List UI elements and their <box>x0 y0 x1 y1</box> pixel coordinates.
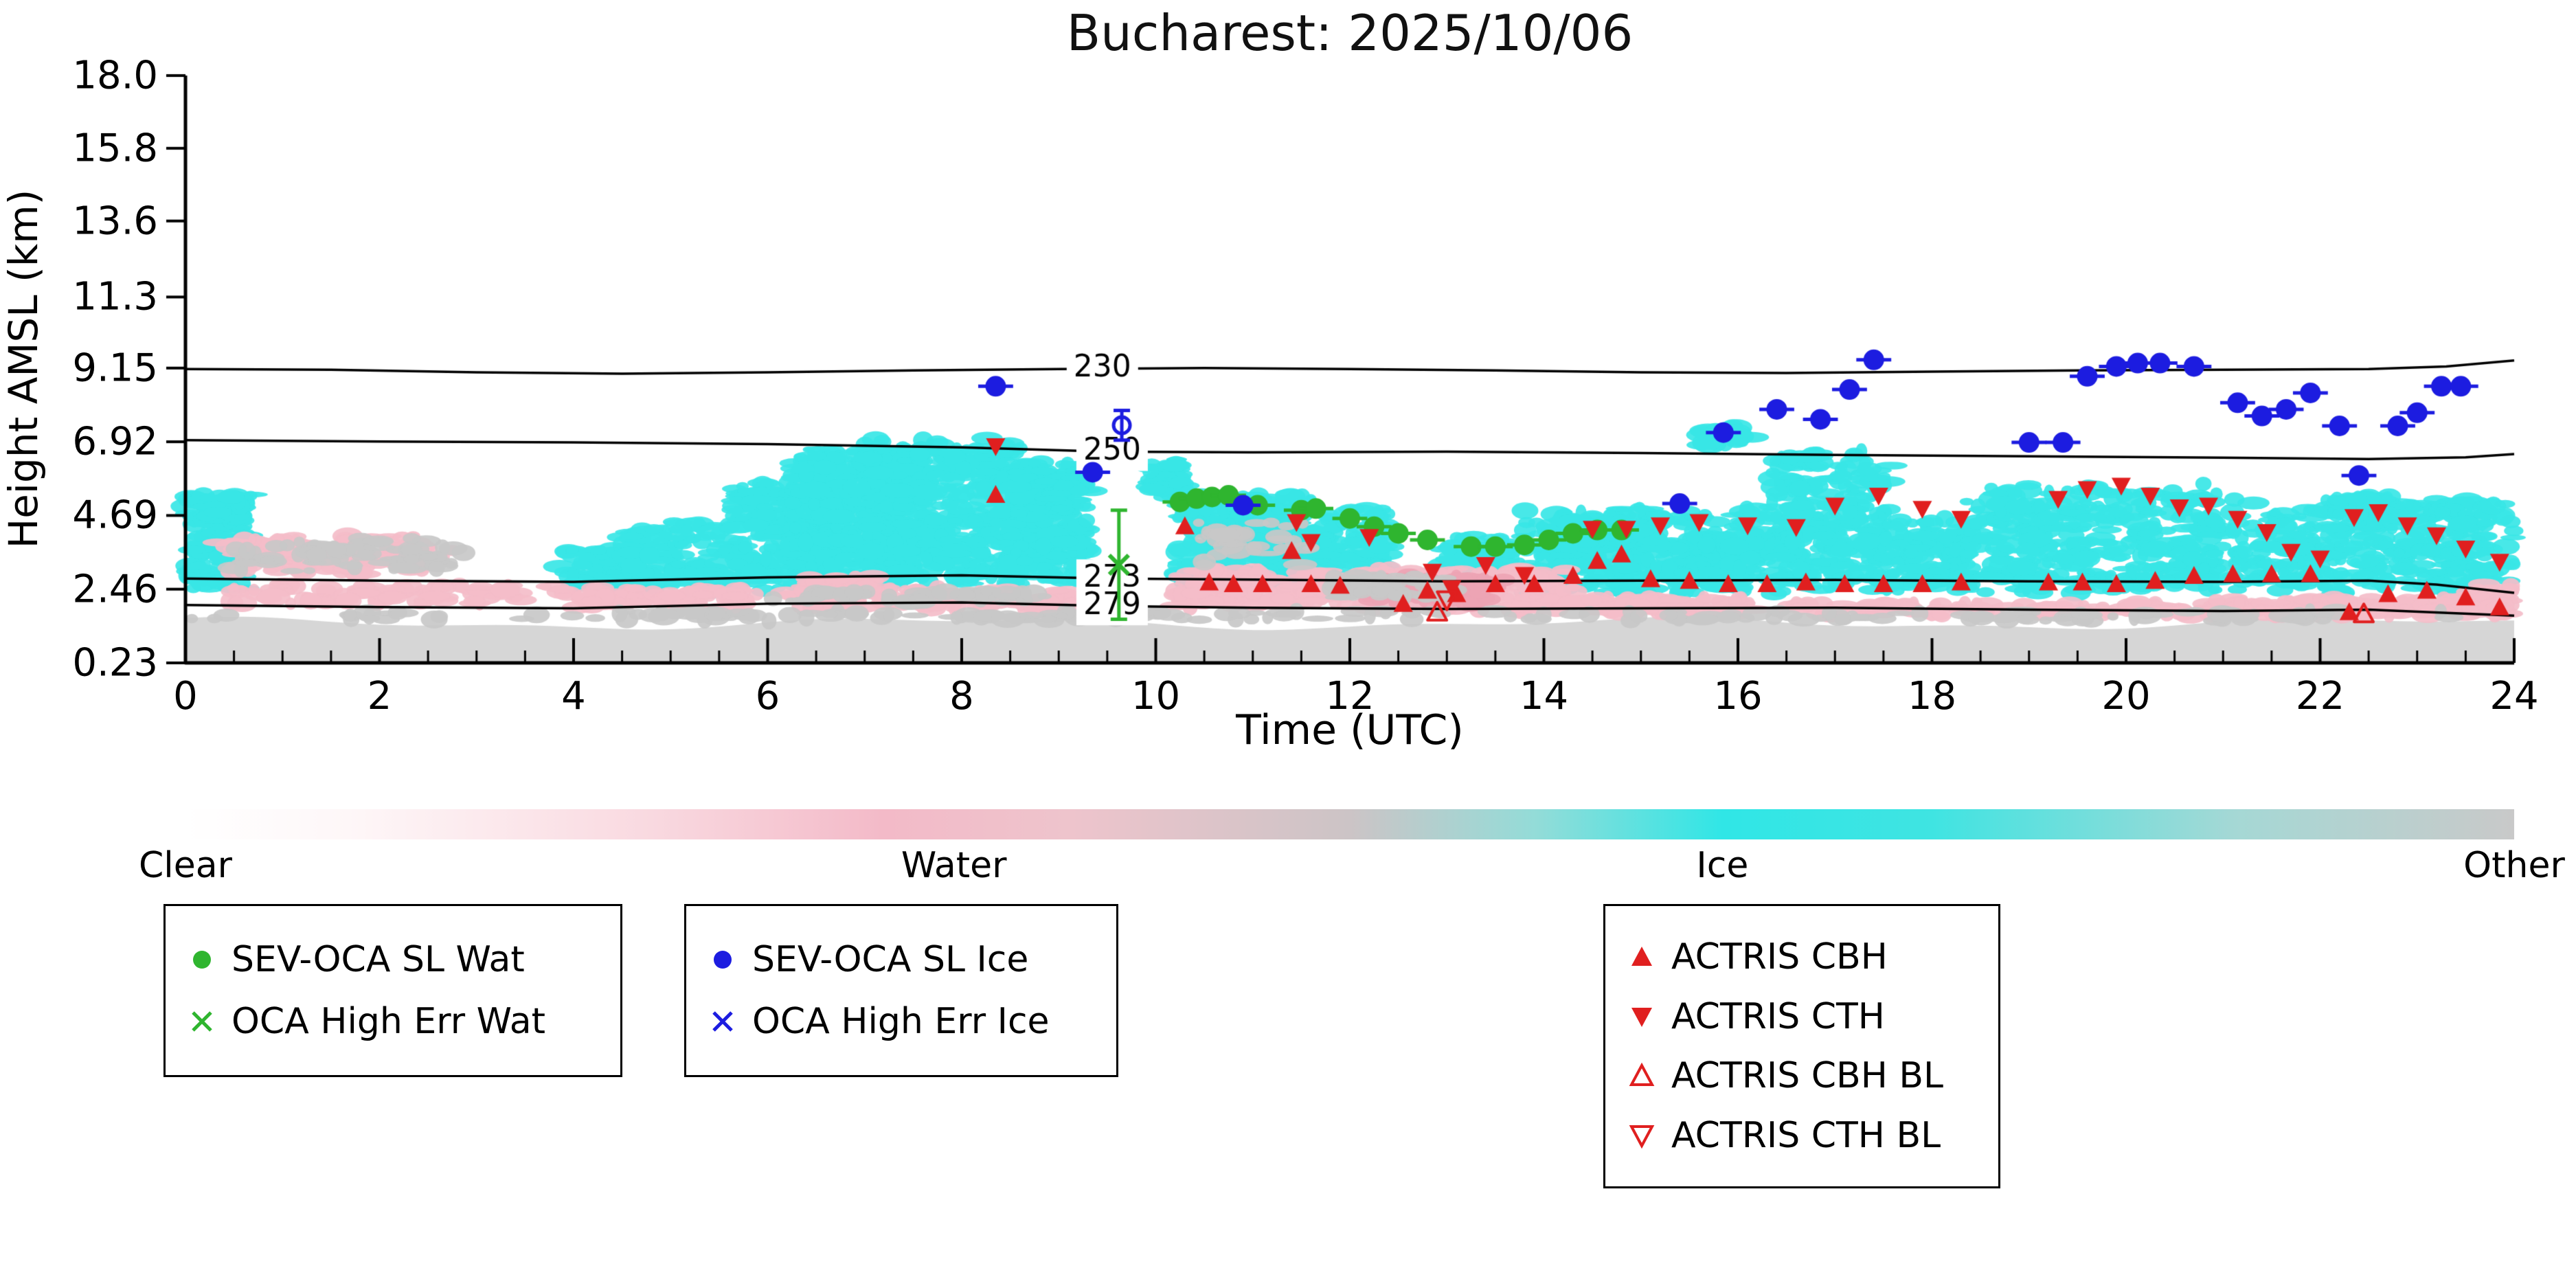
triangle-up-filled-icon <box>1626 941 1658 973</box>
y-axis-label: Height AMSL (km) <box>0 189 47 549</box>
x-tick-label: 4 <box>561 674 586 719</box>
legend-entry-label: ACTRIS CBH <box>1671 936 1888 978</box>
triangle-up-open-icon <box>1626 1060 1658 1092</box>
y-tick-label: 9.15 <box>72 346 158 391</box>
x-tick-label: 10 <box>1131 674 1181 719</box>
colorbar-label-water: Water <box>901 845 1007 886</box>
x-tick-label: 14 <box>1519 674 1569 719</box>
x-tick-label: 18 <box>1907 674 1957 719</box>
legend-box-satellite-water: SEV-OCA SL Wat OCA High Err Wat <box>163 904 622 1077</box>
x-tick-label: 2 <box>367 674 392 719</box>
colorbar-labels: Clear Water Ice Other <box>139 845 2565 886</box>
legend-entry-actris-cth-bl: ACTRIS CTH BL <box>1626 1115 1978 1156</box>
circle-filled-icon <box>186 944 218 975</box>
legend-entry-label: ACTRIS CBH BL <box>1671 1055 1943 1097</box>
y-tick-label: 6.92 <box>72 419 158 464</box>
legend-entry-oca-high-err-ice: OCA High Err Ice <box>707 1001 1096 1042</box>
x-tick-label: 22 <box>2295 674 2345 719</box>
legend-entry-label: ACTRIS CTH BL <box>1671 1114 1941 1156</box>
x-tick-label: 0 <box>173 674 198 719</box>
colorbar-label-clear: Clear <box>139 845 232 886</box>
legend-entry-sev-oca-sl-wat: SEV-OCA SL Wat <box>186 939 600 980</box>
legend-entry-label: SEV-OCA SL Wat <box>231 939 525 980</box>
legend-box-satellite-ice: SEV-OCA SL Ice OCA High Err Ice <box>684 904 1118 1077</box>
y-tick-label: 4.69 <box>72 493 158 538</box>
x-icon <box>707 1006 738 1037</box>
legend-entry-actris-cbh-bl: ACTRIS CBH BL <box>1626 1055 1978 1096</box>
classification-colorbar <box>185 809 2514 839</box>
legend-entry-actris-cbh: ACTRIS CBH <box>1626 936 1978 978</box>
x-icon <box>186 1006 218 1037</box>
legend-entry-oca-high-err-wat: OCA High Err Wat <box>186 1001 600 1042</box>
y-tick-label: 18.0 <box>72 53 158 98</box>
x-tick-label: 12 <box>1325 674 1375 719</box>
x-tick-label: 24 <box>2489 674 2539 719</box>
x-tick-label: 16 <box>1713 674 1763 719</box>
legend-box-actris: ACTRIS CBH ACTRIS CTH ACTRIS CBH BL ACTRIS … <box>1603 904 2000 1188</box>
chart-title: Bucharest: 2025/10/06 <box>1066 4 1634 62</box>
legend-entry-actris-cth: ACTRIS CTH <box>1626 996 1978 1037</box>
legend-entry-label: OCA High Err Wat <box>231 1001 545 1042</box>
y-tick-label: 0.23 <box>72 640 158 686</box>
y-tick-label: 2.46 <box>72 567 158 612</box>
x-axis-label: Time (UTC) <box>1236 706 1464 754</box>
legend-entry-sev-oca-sl-ice: SEV-OCA SL Ice <box>707 939 1096 980</box>
x-tick-label: 6 <box>755 674 780 719</box>
x-tick-label: 8 <box>949 674 974 719</box>
colorbar-label-other: Other <box>2463 845 2565 886</box>
x-tick-label: 20 <box>2101 674 2151 719</box>
legend-entry-label: SEV-OCA SL Ice <box>752 939 1029 980</box>
y-tick-label: 13.6 <box>72 199 158 244</box>
circle-filled-icon <box>707 944 738 975</box>
triangle-down-open-icon <box>1626 1120 1658 1151</box>
legend-entry-label: OCA High Err Ice <box>752 1001 1050 1042</box>
legend-entry-label: ACTRIS CTH <box>1671 995 1885 1037</box>
y-tick-label: 15.8 <box>72 126 158 171</box>
y-tick-label: 11.3 <box>72 274 158 319</box>
colorbar-label-ice: Ice <box>1696 845 1749 886</box>
triangle-down-filled-icon <box>1626 1001 1658 1032</box>
